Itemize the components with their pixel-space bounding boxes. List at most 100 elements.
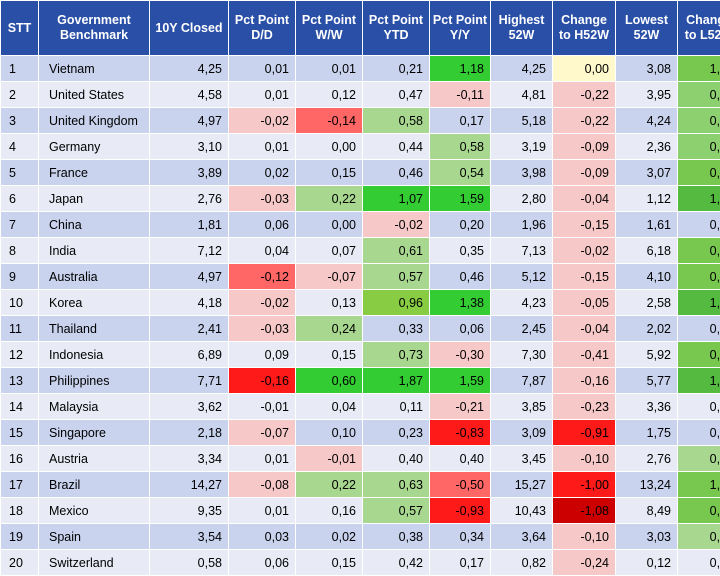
- change-h52w-cell[interactable]: -0,10: [552, 445, 616, 472]
- highest-52w-cell[interactable]: 1,96: [490, 211, 553, 238]
- lowest-52w-cell[interactable]: 1,61: [615, 211, 678, 238]
- change-l52w-cell[interactable]: 0,51: [677, 523, 720, 550]
- change-l52w-cell[interactable]: 0,87: [677, 263, 720, 290]
- closed-cell[interactable]: 4,18: [149, 289, 229, 316]
- pct-ww-cell[interactable]: 0,60: [295, 367, 363, 394]
- highest-52w-cell[interactable]: 3,45: [490, 445, 553, 472]
- pct-dd-cell[interactable]: 0,01: [228, 497, 296, 524]
- pct-ww-cell[interactable]: 0,07: [295, 237, 363, 264]
- pct-yy-cell[interactable]: 0,40: [429, 445, 491, 472]
- change-l52w-cell[interactable]: 1,65: [677, 185, 720, 212]
- closed-cell[interactable]: 3,54: [149, 523, 229, 550]
- pct-dd-cell[interactable]: -0,03: [228, 315, 296, 342]
- country-cell[interactable]: Singapore: [38, 419, 150, 446]
- lowest-52w-cell[interactable]: 5,77: [615, 367, 678, 394]
- pct-dd-cell[interactable]: 0,06: [228, 549, 296, 576]
- change-l52w-cell[interactable]: 0,43: [677, 419, 720, 446]
- closed-cell[interactable]: 2,41: [149, 315, 229, 342]
- change-h52w-cell[interactable]: -0,41: [552, 341, 616, 368]
- closed-cell[interactable]: 9,35: [149, 497, 229, 524]
- pct-ytd-cell[interactable]: 0,58: [362, 107, 430, 134]
- highest-52w-cell[interactable]: 3,09: [490, 419, 553, 446]
- change-l52w-cell[interactable]: 0,96: [677, 341, 720, 368]
- pct-ytd-cell[interactable]: 0,57: [362, 497, 430, 524]
- closed-cell[interactable]: 4,97: [149, 263, 229, 290]
- pct-yy-cell[interactable]: -0,30: [429, 341, 491, 368]
- change-l52w-cell[interactable]: 1,94: [677, 367, 720, 394]
- highest-52w-cell[interactable]: 2,80: [490, 185, 553, 212]
- lowest-52w-cell[interactable]: 3,95: [615, 81, 678, 108]
- pct-dd-cell[interactable]: -0,01: [228, 393, 296, 420]
- pct-ww-cell[interactable]: -0,14: [295, 107, 363, 134]
- country-cell[interactable]: Indonesia: [38, 341, 150, 368]
- closed-cell[interactable]: 3,89: [149, 159, 229, 186]
- closed-cell[interactable]: 4,97: [149, 107, 229, 134]
- highest-52w-cell[interactable]: 3,98: [490, 159, 553, 186]
- change-l52w-cell[interactable]: 0,39: [677, 315, 720, 342]
- header-change-l52w[interactable]: Change to L52W: [677, 0, 720, 56]
- pct-yy-cell[interactable]: 1,59: [429, 367, 491, 394]
- header-change-h52w[interactable]: Change to H52W: [552, 0, 616, 56]
- closed-cell[interactable]: 6,89: [149, 341, 229, 368]
- pct-yy-cell[interactable]: 0,17: [429, 107, 491, 134]
- pct-ytd-cell[interactable]: 0,73: [362, 341, 430, 368]
- pct-ww-cell[interactable]: 0,22: [295, 185, 363, 212]
- pct-ww-cell[interactable]: -0,01: [295, 445, 363, 472]
- header-pct-dd[interactable]: Pct Point D/D: [228, 0, 296, 56]
- pct-yy-cell[interactable]: 0,20: [429, 211, 491, 238]
- pct-yy-cell[interactable]: -0,50: [429, 471, 491, 498]
- pct-ytd-cell[interactable]: 1,87: [362, 367, 430, 394]
- pct-yy-cell[interactable]: 0,35: [429, 237, 491, 264]
- lowest-52w-cell[interactable]: 2,36: [615, 133, 678, 160]
- pct-dd-cell[interactable]: 0,03: [228, 523, 296, 550]
- pct-ww-cell[interactable]: 0,02: [295, 523, 363, 550]
- closed-cell[interactable]: 14,27: [149, 471, 229, 498]
- highest-52w-cell[interactable]: 5,18: [490, 107, 553, 134]
- highest-52w-cell[interactable]: 7,30: [490, 341, 553, 368]
- pct-dd-cell[interactable]: 0,01: [228, 55, 296, 82]
- stt-cell[interactable]: 5: [0, 159, 39, 186]
- pct-yy-cell[interactable]: 1,18: [429, 55, 491, 82]
- change-l52w-cell[interactable]: 0,46: [677, 549, 720, 576]
- pct-ww-cell[interactable]: 0,15: [295, 549, 363, 576]
- stt-cell[interactable]: 14: [0, 393, 39, 420]
- stt-cell[interactable]: 11: [0, 315, 39, 342]
- closed-cell[interactable]: 2,18: [149, 419, 229, 446]
- lowest-52w-cell[interactable]: 3,36: [615, 393, 678, 420]
- pct-ww-cell[interactable]: 0,01: [295, 55, 363, 82]
- pct-dd-cell[interactable]: 0,09: [228, 341, 296, 368]
- stt-cell[interactable]: 3: [0, 107, 39, 134]
- change-h52w-cell[interactable]: -0,15: [552, 211, 616, 238]
- closed-cell[interactable]: 1,81: [149, 211, 229, 238]
- highest-52w-cell[interactable]: 4,25: [490, 55, 553, 82]
- pct-dd-cell[interactable]: -0,07: [228, 419, 296, 446]
- highest-52w-cell[interactable]: 5,12: [490, 263, 553, 290]
- pct-yy-cell[interactable]: -0,21: [429, 393, 491, 420]
- pct-ytd-cell[interactable]: 0,57: [362, 263, 430, 290]
- lowest-52w-cell[interactable]: 3,08: [615, 55, 678, 82]
- pct-ww-cell[interactable]: 0,15: [295, 341, 363, 368]
- change-l52w-cell[interactable]: 1,60: [677, 289, 720, 316]
- pct-ytd-cell[interactable]: -0,02: [362, 211, 430, 238]
- change-h52w-cell[interactable]: -0,24: [552, 549, 616, 576]
- change-l52w-cell[interactable]: 1,18: [677, 55, 720, 82]
- pct-yy-cell[interactable]: 0,06: [429, 315, 491, 342]
- stt-cell[interactable]: 16: [0, 445, 39, 472]
- closed-cell[interactable]: 0,58: [149, 549, 229, 576]
- lowest-52w-cell[interactable]: 3,03: [615, 523, 678, 550]
- country-cell[interactable]: Brazil: [38, 471, 150, 498]
- highest-52w-cell[interactable]: 3,64: [490, 523, 553, 550]
- header-lowest-52w[interactable]: Lowest 52W: [615, 0, 678, 56]
- country-cell[interactable]: United States: [38, 81, 150, 108]
- header-pct-ww[interactable]: Pct Point W/W: [295, 0, 363, 56]
- change-l52w-cell[interactable]: 1,03: [677, 471, 720, 498]
- pct-ww-cell[interactable]: 0,24: [295, 315, 363, 342]
- lowest-52w-cell[interactable]: 2,02: [615, 315, 678, 342]
- pct-dd-cell[interactable]: -0,02: [228, 107, 296, 134]
- pct-ytd-cell[interactable]: 0,23: [362, 419, 430, 446]
- closed-cell[interactable]: 2,76: [149, 185, 229, 212]
- country-cell[interactable]: Thailand: [38, 315, 150, 342]
- change-h52w-cell[interactable]: -0,09: [552, 133, 616, 160]
- country-cell[interactable]: Germany: [38, 133, 150, 160]
- pct-ww-cell[interactable]: 0,10: [295, 419, 363, 446]
